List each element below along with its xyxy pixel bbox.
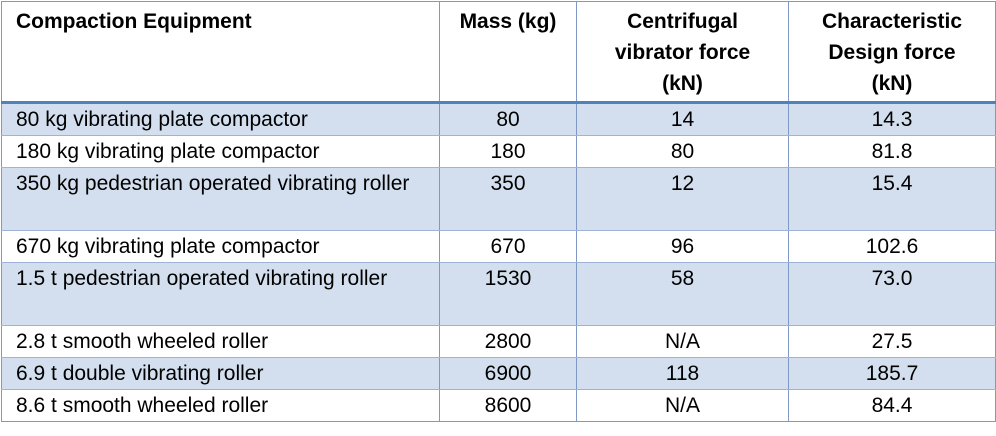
- cell-equipment: 1.5 t pedestrian operated vibrating roll…: [1, 262, 440, 326]
- cell-design-force: 14.3: [788, 102, 996, 136]
- cell-design-force: 27.5: [788, 325, 996, 358]
- table-row: 2.8 t smooth wheeled roller 2800 N/A 27.…: [1, 325, 996, 358]
- cell-equipment: 80 kg vibrating plate compactor: [1, 102, 440, 136]
- cell-equipment: 2.8 t smooth wheeled roller: [1, 325, 440, 358]
- header-centrifugal-line: (kN): [662, 72, 703, 95]
- cell-design-force: 15.4: [788, 167, 996, 231]
- header-equipment: Compaction Equipment: [1, 1, 440, 104]
- header-design-line: Characteristic: [821, 10, 963, 33]
- table-header: Compaction Equipment Mass (kg) Centrifug…: [1, 1, 996, 104]
- table-row: 80 kg vibrating plate compactor 80 14 14…: [1, 102, 996, 136]
- cell-mass: 1530: [439, 262, 577, 326]
- header-row: Compaction Equipment Mass (kg) Centrifug…: [1, 1, 996, 104]
- cell-equipment: 180 kg vibrating plate compactor: [1, 135, 440, 168]
- compaction-equipment-table: Compaction Equipment Mass (kg) Centrifug…: [1, 1, 996, 422]
- cell-mass: 8600: [439, 389, 577, 422]
- header-design-line: Design force: [828, 41, 956, 64]
- cell-centrifugal-force: N/A: [576, 325, 789, 358]
- header-mass: Mass (kg): [439, 1, 577, 104]
- cell-centrifugal-force: N/A: [576, 389, 789, 422]
- header-centrifugal-line: Centrifugal: [627, 10, 738, 33]
- cell-centrifugal-force: 96: [576, 230, 789, 263]
- header-centrifugal-force: Centrifugal vibrator force (kN): [576, 1, 789, 104]
- cell-centrifugal-force: 58: [576, 262, 789, 326]
- table-row: 350 kg pedestrian operated vibrating rol…: [1, 167, 996, 231]
- cell-centrifugal-force: 14: [576, 102, 789, 136]
- cell-design-force: 185.7: [788, 357, 996, 390]
- cell-design-force: 73.0: [788, 262, 996, 326]
- table-row: 8.6 t smooth wheeled roller 8600 N/A 84.…: [1, 389, 996, 422]
- cell-mass: 6900: [439, 357, 577, 390]
- header-centrifugal-line: vibrator force: [614, 41, 751, 64]
- cell-mass: 670: [439, 230, 577, 263]
- cell-design-force: 102.6: [788, 230, 996, 263]
- cell-centrifugal-force: 118: [576, 357, 789, 390]
- cell-design-force: 81.8: [788, 135, 996, 168]
- cell-equipment: 350 kg pedestrian operated vibrating rol…: [1, 167, 440, 231]
- cell-mass: 350: [439, 167, 577, 231]
- table-row: 6.9 t double vibrating roller 6900 118 1…: [1, 357, 996, 390]
- cell-mass: 2800: [439, 325, 577, 358]
- cell-equipment: 6.9 t double vibrating roller: [1, 357, 440, 390]
- table-row: 670 kg vibrating plate compactor 670 96 …: [1, 230, 996, 263]
- cell-equipment: 8.6 t smooth wheeled roller: [1, 389, 440, 422]
- cell-centrifugal-force: 80: [576, 135, 789, 168]
- cell-centrifugal-force: 12: [576, 167, 789, 231]
- cell-mass: 180: [439, 135, 577, 168]
- header-design-line: (kN): [871, 72, 913, 95]
- cell-design-force: 84.4: [788, 389, 996, 422]
- header-design-force: Characteristic Design force (kN): [788, 1, 996, 104]
- cell-mass: 80: [439, 102, 577, 136]
- cell-equipment: 670 kg vibrating plate compactor: [1, 230, 440, 263]
- table-row: 1.5 t pedestrian operated vibrating roll…: [1, 262, 996, 326]
- table-body: 80 kg vibrating plate compactor 80 14 14…: [1, 102, 996, 422]
- table-row: 180 kg vibrating plate compactor 180 80 …: [1, 135, 996, 168]
